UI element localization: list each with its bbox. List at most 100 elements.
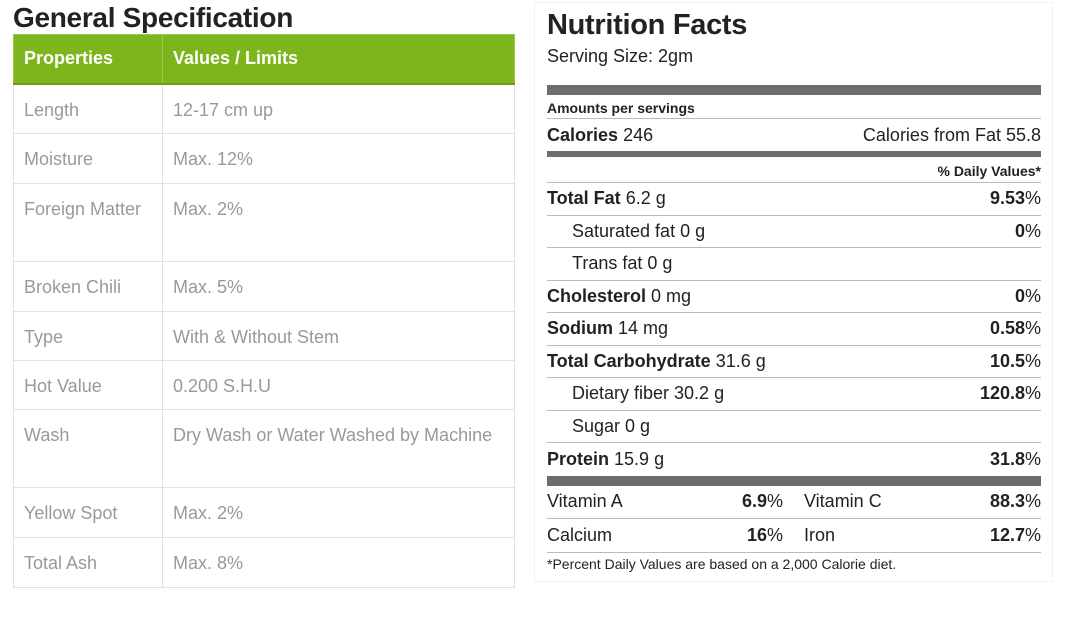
nutrient-label: Cholesterol: [547, 285, 647, 306]
spec-title: General Specification: [13, 2, 294, 33]
value-cell: 12-17 cm up: [162, 83, 515, 134]
mineral-row: Calcium 16% Iron 12.7%: [547, 519, 1041, 552]
table-row: Broken Chili Max. 5%: [13, 261, 515, 312]
calories-label: Calories: [547, 124, 619, 145]
nutrient-label: Sodium: [547, 318, 613, 339]
nutrient-label: Total Carbohydrate: [547, 350, 711, 371]
nutrient-amount: 6.2 g: [625, 188, 666, 209]
percent-sign: %: [1024, 350, 1041, 371]
table-row: Length 12-17 cm up: [13, 83, 515, 134]
property-cell: Wash: [13, 409, 163, 488]
iron: Iron 12.7%: [804, 525, 1041, 546]
header-properties: Properties: [13, 34, 163, 85]
amounts-label: Amounts per servings: [547, 95, 1041, 119]
table-row: Hot Value 0.200 S.H.U: [13, 360, 515, 410]
header-values-limits: Values / Limits: [162, 34, 515, 85]
vitamin-label: Vitamin C: [804, 491, 882, 511]
calories-from-fat: Calories from Fat 55.8: [862, 124, 1041, 145]
vitamin-label: Vitamin A: [547, 491, 623, 511]
calcium: Calcium 16%: [547, 525, 783, 546]
serving-size: Serving Size: 2gm: [547, 46, 694, 66]
percent-sign: %: [766, 524, 783, 545]
value-cell: Max. 2%: [162, 183, 515, 262]
general-specification: General Specification Properties Values …: [13, 0, 515, 588]
percent-sign: %: [1024, 285, 1041, 306]
table-row: Total Ash Max. 8%: [13, 537, 515, 588]
nutrient-dv: 0: [1014, 220, 1025, 241]
nutrient-label: Total Fat: [547, 188, 621, 209]
nutrient-row-cholesterol: Cholesterol 0 mg 0%: [547, 281, 1041, 313]
percent-sign: %: [1024, 188, 1041, 209]
table-row: Moisture Max. 12%: [13, 133, 515, 184]
nutrient-dv: 0: [1014, 285, 1025, 306]
nutrient-label: Dietary fiber 30.2 g: [572, 383, 725, 404]
property-cell: Type: [13, 311, 163, 361]
nutrient-dv: 31.8: [989, 448, 1025, 469]
property-cell: Broken Chili: [13, 261, 163, 312]
percent-sign: %: [1024, 318, 1041, 339]
property-cell: Length: [13, 83, 163, 134]
table-row: Wash Dry Wash or Water Washed by Machine: [13, 409, 515, 488]
nutrient-label: Protein: [547, 448, 610, 469]
calories-value: 246: [623, 124, 654, 145]
nutrient-amount: 15.9 g: [614, 448, 665, 469]
vitamin-dv: 6.9: [741, 491, 767, 511]
percent-sign: %: [1024, 491, 1041, 511]
mineral-dv: 12.7: [989, 524, 1025, 545]
nutrient-label: Sugar 0 g: [572, 415, 651, 436]
percent-sign: %: [766, 491, 783, 511]
percent-sign: %: [1024, 383, 1041, 404]
property-cell: Yellow Spot: [13, 487, 163, 538]
nutrient-row-total-fat: Total Fat 6.2 g 9.53%: [547, 183, 1041, 216]
mineral-label: Calcium: [547, 524, 613, 545]
property-cell: Hot Value: [13, 360, 163, 410]
calories-row: Calories 246 Calories from Fat 55.8: [547, 119, 1041, 151]
table-row: Yellow Spot Max. 2%: [13, 487, 515, 538]
value-cell: Max. 8%: [162, 537, 515, 588]
spec-header-row: Properties Values / Limits: [13, 34, 515, 85]
value-cell: Dry Wash or Water Washed by Machine: [162, 409, 515, 488]
nutrient-label: Saturated fat 0 g: [572, 220, 706, 241]
nutrient-amount: 14 mg: [618, 318, 669, 339]
property-cell: Total Ash: [13, 537, 163, 588]
percent-sign: %: [1024, 220, 1041, 241]
property-cell: Foreign Matter: [13, 183, 163, 262]
vitamin-dv: 88.3: [989, 491, 1025, 511]
percent-sign: %: [1024, 524, 1041, 545]
mineral-dv: 16: [746, 524, 767, 545]
nutrient-row-carbohydrate: Total Carbohydrate 31.6 g 10.5%: [547, 346, 1041, 378]
divider-thick: [547, 85, 1041, 95]
divider-thin: [547, 551, 1041, 553]
value-cell: Max. 12%: [162, 133, 515, 184]
divider-thick: [547, 475, 1041, 486]
value-cell: Max. 5%: [162, 261, 515, 312]
nutrient-amount: 0 mg: [651, 285, 692, 306]
table-row: Type With & Without Stem: [13, 311, 515, 361]
vitamin-c: Vitamin C 88.3%: [804, 491, 1041, 512]
nutrition-title: Nutrition Facts: [547, 9, 748, 41]
percent-sign: %: [1024, 448, 1041, 469]
nutrient-amount: 31.6 g: [715, 350, 766, 371]
nutrient-label: Trans fat 0 g: [572, 253, 673, 274]
nutrition-facts-panel: Nutrition Facts Serving Size: 2gm Amount…: [534, 2, 1053, 582]
mineral-label: Iron: [804, 524, 836, 545]
property-cell: Moisture: [13, 133, 163, 184]
spec-table: Properties Values / Limits Length 12-17 …: [13, 34, 515, 588]
table-row: Foreign Matter Max. 2%: [13, 183, 515, 262]
nutrient-row-protein: Protein 15.9 g 31.8%: [547, 443, 1041, 476]
nutrient-row-saturated-fat: Saturated fat 0 g 0%: [547, 216, 1041, 248]
divider-medium: [547, 151, 1041, 157]
nutrient-row-sodium: Sodium 14 mg 0.58%: [547, 313, 1041, 346]
nutrient-dv: 0.58: [989, 318, 1025, 339]
footnote: *Percent Daily Values are based on a 2,0…: [547, 555, 897, 572]
nutrient-row-trans-fat: Trans fat 0 g: [547, 248, 1041, 281]
vitamin-a: Vitamin A 6.9%: [547, 491, 783, 512]
nutrient-dv: 10.5: [989, 350, 1025, 371]
nutrient-dv: 120.8: [979, 383, 1025, 404]
value-cell: With & Without Stem: [162, 311, 515, 361]
value-cell: Max. 2%: [162, 487, 515, 538]
nutrient-row-sugar: Sugar 0 g: [547, 411, 1041, 443]
daily-values-header: % Daily Values*: [547, 157, 1041, 183]
vitamin-row: Vitamin A 6.9% Vitamin C 88.3%: [547, 486, 1041, 519]
nutrient-dv: 9.53: [989, 188, 1025, 209]
